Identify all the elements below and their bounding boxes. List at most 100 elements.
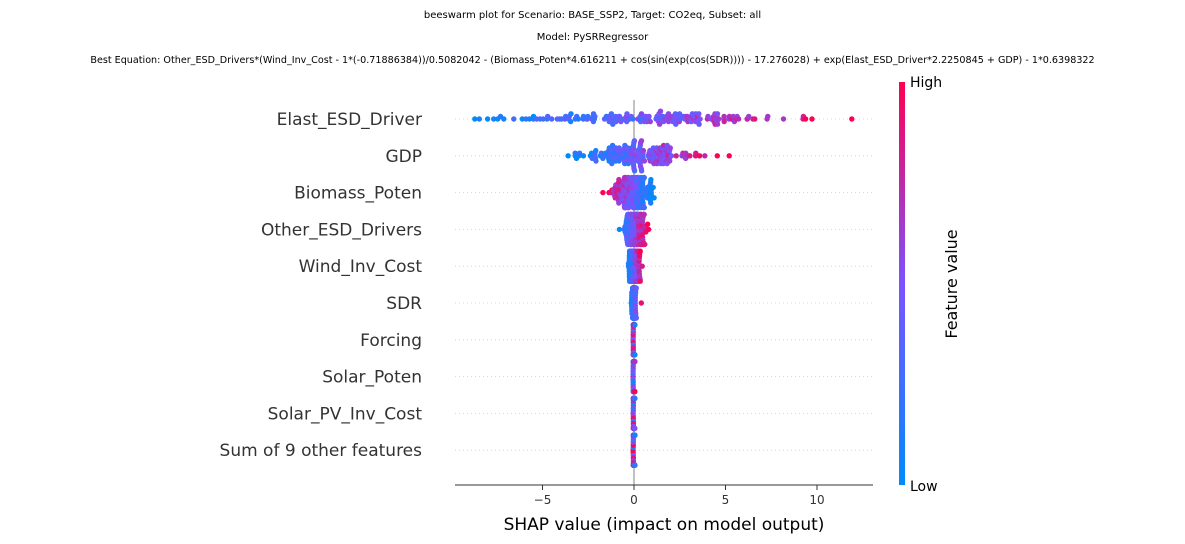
feature-label: Sum of 9 other features — [220, 441, 423, 461]
shap-point — [624, 111, 630, 117]
shap-point — [632, 352, 638, 358]
shap-point — [484, 116, 491, 122]
shap-point — [600, 189, 606, 196]
shap-point — [647, 118, 653, 125]
feature-label: Solar_PV_Inv_Cost — [268, 404, 423, 424]
chart-subtitle: Model: PySRRegressor — [536, 32, 649, 43]
shap-point — [638, 300, 644, 306]
shap-point — [665, 111, 672, 117]
shap-point — [501, 116, 507, 122]
shap-point — [673, 153, 679, 159]
shap-point — [565, 153, 571, 159]
feature-label: Forcing — [360, 331, 422, 351]
shap-point — [641, 204, 647, 211]
shap-point — [668, 153, 675, 159]
shap-point — [593, 147, 599, 154]
shap-point — [752, 116, 758, 122]
shap-point — [651, 195, 657, 201]
feature-label: Biomass_Poten — [294, 184, 422, 204]
shap-point — [540, 116, 546, 122]
chart-equation: Best Equation: Other_ESD_Drivers*(Wind_I… — [90, 55, 1095, 66]
shap-point — [638, 168, 645, 174]
shap-point — [633, 285, 639, 291]
shap-point — [657, 108, 664, 114]
shap-point — [580, 153, 587, 159]
shap-point — [593, 158, 599, 164]
chart-title: beeswarm plot for Scenario: BASE_SSP2, T… — [423, 10, 762, 21]
shap-point — [640, 147, 647, 154]
shap-point — [716, 116, 722, 122]
shap-point — [702, 153, 708, 159]
shap-point — [526, 116, 533, 122]
colorbar-low-label: Low — [910, 479, 938, 495]
shap-point — [575, 116, 582, 122]
feature-label: Solar_Poten — [322, 368, 422, 388]
shap-point — [632, 322, 638, 328]
shap-point — [696, 153, 703, 159]
x-tick-label: 10 — [809, 493, 824, 507]
shap-point — [631, 138, 638, 144]
feature-label: Elast_ESD_Driver — [277, 110, 422, 130]
shap-point — [735, 116, 742, 122]
x-axis: −5 0 5 10 — [455, 484, 873, 507]
feature-label: Wind_Inv_Cost — [299, 257, 423, 277]
shap-point — [585, 113, 591, 120]
shap-point — [616, 226, 623, 233]
shap-point — [714, 121, 721, 127]
shap-point — [645, 226, 652, 233]
shap-point — [714, 153, 720, 159]
shap-point — [780, 116, 787, 122]
feature-label: SDR — [386, 294, 422, 314]
shap-point — [809, 116, 815, 122]
shap-point — [638, 138, 645, 144]
shap-point — [726, 153, 732, 159]
shap-point — [632, 395, 638, 402]
shap-point — [633, 315, 639, 321]
shap-point — [765, 113, 771, 120]
shap-point — [609, 160, 615, 167]
shap-point — [714, 111, 721, 117]
x-tick-label: 5 — [722, 493, 730, 507]
shap-point — [476, 116, 482, 122]
shap-point — [802, 116, 809, 122]
colorbar-high-label: High — [910, 75, 942, 91]
shap-point — [630, 116, 636, 122]
colorbar-title: Feature value — [942, 229, 961, 338]
shap-point — [491, 116, 497, 122]
x-tick-label: 0 — [630, 493, 638, 507]
shap-point — [576, 150, 583, 156]
shap-point — [472, 116, 478, 122]
shap-point — [592, 113, 598, 120]
shap-point — [656, 121, 663, 127]
shap-point — [746, 113, 752, 120]
shap-point — [632, 388, 638, 395]
shap-point — [608, 111, 615, 117]
x-axis-label: SHAP value (impact on model output) — [504, 515, 825, 535]
shap-point — [511, 116, 517, 122]
shap-point — [632, 462, 638, 468]
shap-points — [472, 108, 855, 468]
feature-label: Other_ESD_Drivers — [261, 220, 422, 240]
shap-point — [849, 116, 855, 122]
shap-point — [693, 150, 699, 156]
shap-point — [568, 118, 574, 125]
shap-point — [632, 432, 638, 438]
shap-point — [641, 211, 647, 218]
feature-label: GDP — [385, 147, 422, 167]
shap-point — [667, 158, 673, 164]
shap-point — [687, 153, 693, 159]
shap-point — [568, 111, 574, 117]
feature-rows — [455, 118, 873, 451]
shap-point — [648, 200, 654, 206]
shap-point — [646, 113, 652, 120]
shap-point — [639, 263, 645, 269]
colorbar — [899, 82, 905, 485]
shap-point — [519, 116, 525, 122]
shap-point — [697, 116, 703, 122]
feature-labels: Elast_ESD_Driver GDP Biomass_Poten Other_ES… — [220, 110, 423, 461]
shap-point — [644, 221, 651, 227]
shap-point — [642, 241, 648, 248]
shap-point — [696, 121, 702, 127]
shap-point — [721, 118, 727, 125]
